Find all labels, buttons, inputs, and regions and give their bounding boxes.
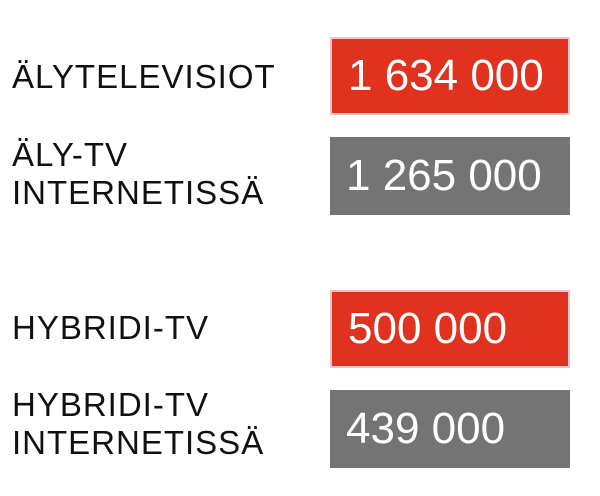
label-line: ÄLYTELEVISIOT (12, 58, 276, 95)
row-label: ÄLY-TV INTERNETISSÄ (12, 136, 312, 212)
label-line: INTERNETISSÄ (12, 174, 265, 211)
row-label: HYBRIDI-TV (12, 309, 312, 347)
value-box: 1 265 000 (330, 137, 570, 215)
label-line: HYBRIDI-TV (12, 309, 210, 346)
row-label: ÄLYTELEVISIOT (12, 58, 312, 96)
label-line: HYBRIDI-TV (12, 386, 210, 423)
value-box: 439 000 (330, 390, 570, 468)
value-box: 1 634 000 (330, 37, 570, 115)
label-line: ÄLY-TV (12, 136, 129, 173)
label-line: INTERNETISSÄ (12, 424, 265, 461)
row-label: HYBRIDI-TV INTERNETISSÄ (12, 386, 312, 462)
value-box: 500 000 (330, 290, 570, 368)
